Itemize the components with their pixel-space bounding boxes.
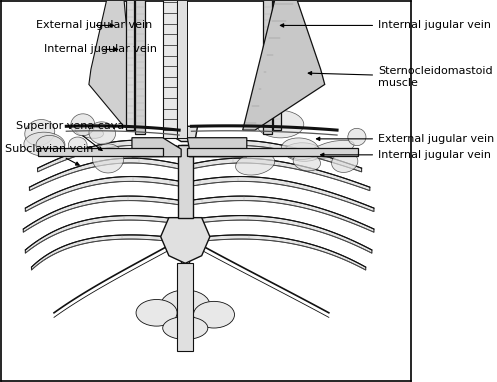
Polygon shape <box>38 140 181 172</box>
Text: Internal jugular vein: Internal jugular vein <box>44 44 157 54</box>
Ellipse shape <box>193 301 235 328</box>
Ellipse shape <box>71 114 95 136</box>
Ellipse shape <box>331 152 358 172</box>
Polygon shape <box>189 215 372 253</box>
Text: Superior vena cava: Superior vena cava <box>16 121 125 151</box>
Polygon shape <box>23 196 181 232</box>
Polygon shape <box>25 215 181 253</box>
Polygon shape <box>189 196 374 232</box>
Polygon shape <box>132 138 181 157</box>
Ellipse shape <box>256 110 304 138</box>
Polygon shape <box>189 235 366 270</box>
Polygon shape <box>135 0 145 134</box>
Text: Sternocleidomastoid
muscle: Sternocleidomastoid muscle <box>308 66 493 87</box>
Text: Internal jugular vein: Internal jugular vein <box>321 150 491 160</box>
Polygon shape <box>177 0 187 138</box>
Polygon shape <box>187 138 247 157</box>
Text: Internal jugular vein: Internal jugular vein <box>280 20 491 31</box>
Ellipse shape <box>309 140 354 158</box>
Polygon shape <box>173 126 198 141</box>
Polygon shape <box>178 145 193 218</box>
Ellipse shape <box>236 153 275 175</box>
Polygon shape <box>243 0 325 130</box>
Polygon shape <box>189 158 370 191</box>
Polygon shape <box>126 0 134 130</box>
Ellipse shape <box>36 136 65 156</box>
Ellipse shape <box>281 138 319 159</box>
Polygon shape <box>273 0 281 130</box>
Text: External jugular vein: External jugular vein <box>317 134 495 144</box>
Ellipse shape <box>89 122 115 144</box>
Ellipse shape <box>284 143 322 161</box>
Text: External jugular vein: External jugular vein <box>36 20 152 31</box>
Ellipse shape <box>25 120 55 146</box>
Polygon shape <box>163 0 177 138</box>
Polygon shape <box>161 218 210 263</box>
Text: Subclavian vein: Subclavian vein <box>5 144 93 165</box>
Polygon shape <box>89 0 136 130</box>
Ellipse shape <box>161 290 210 320</box>
Ellipse shape <box>24 132 65 156</box>
Polygon shape <box>187 148 357 156</box>
Polygon shape <box>189 176 374 212</box>
Ellipse shape <box>75 125 103 138</box>
Polygon shape <box>31 235 181 270</box>
Ellipse shape <box>293 153 321 171</box>
Polygon shape <box>181 145 189 332</box>
Polygon shape <box>263 0 272 134</box>
Polygon shape <box>38 148 163 156</box>
Ellipse shape <box>163 317 208 340</box>
Polygon shape <box>189 140 362 172</box>
Polygon shape <box>29 158 181 191</box>
Ellipse shape <box>348 128 366 146</box>
Ellipse shape <box>92 144 124 173</box>
Polygon shape <box>25 176 181 212</box>
Ellipse shape <box>68 137 87 154</box>
Ellipse shape <box>136 299 177 326</box>
Polygon shape <box>177 263 193 351</box>
